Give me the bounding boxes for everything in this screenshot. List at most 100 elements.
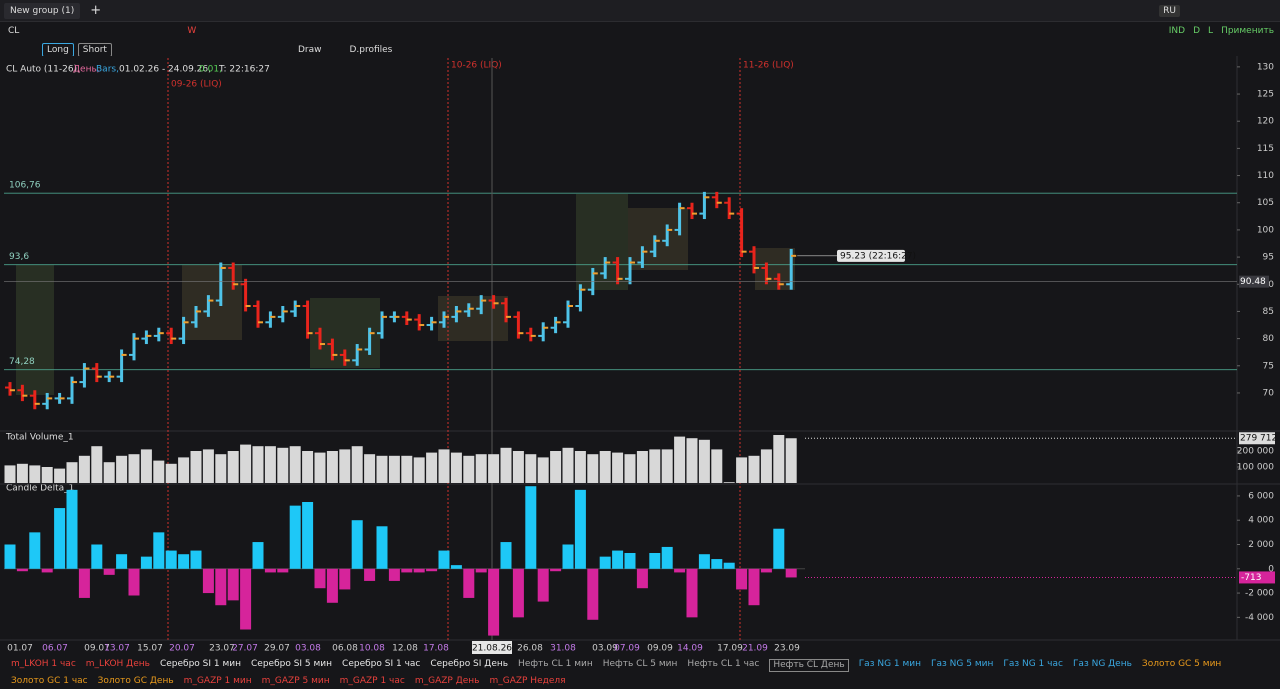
x-tick-label: 06.08: [332, 644, 358, 654]
x-tick-label: 07.09: [614, 644, 640, 654]
long-button[interactable]: Long: [42, 42, 74, 57]
symbol[interactable]: CL: [8, 26, 20, 36]
volume-bar: [711, 449, 723, 483]
last-price-label: 95.23 (22:16:27): [840, 251, 916, 261]
volume-bar: [116, 455, 128, 483]
delta-bar: [599, 556, 611, 569]
header-period: День,: [73, 65, 100, 75]
volume-bar: [413, 457, 425, 483]
y-tick-label: 115: [1257, 144, 1274, 154]
x-tick-label: 17.08: [423, 644, 449, 654]
x-tick-label: 20.07: [169, 644, 195, 654]
symbol-tab[interactable]: Газ NG 5 мин: [931, 659, 994, 669]
x-tick-label: 17.09: [717, 644, 743, 654]
volume-bar: [612, 452, 624, 483]
symbol-tab[interactable]: Газ NG День: [1072, 659, 1132, 669]
chart-bg: [0, 56, 1280, 656]
delta-last-box: [1239, 571, 1275, 584]
delta-bar: [636, 568, 648, 589]
d[interactable]: D: [1193, 26, 1201, 36]
volume-bar: [227, 451, 239, 483]
volume-bar: [190, 451, 202, 483]
volume-bar: [388, 455, 400, 483]
delta-bar: [4, 544, 16, 569]
delta-bar: [41, 568, 53, 573]
level-label: 93,6: [9, 252, 29, 262]
delta-bar: [525, 486, 537, 569]
symbol-tab[interactable]: Газ NG 1 час: [1003, 659, 1063, 669]
x-tick-label: 23.07: [209, 644, 235, 654]
delta-bar: [674, 568, 686, 573]
delta-bar: [413, 568, 425, 573]
delta-bar: [723, 562, 735, 569]
expiry-label: 10-26 (LIQ): [451, 61, 502, 71]
delta-bar: [289, 505, 301, 569]
delta-bar: [140, 556, 152, 569]
ind[interactable]: IND: [1168, 26, 1186, 36]
delta-bar: [215, 568, 227, 606]
x-tick-label: 15.07: [137, 644, 163, 654]
level-label: 74,28: [9, 357, 35, 367]
symbol-tab[interactable]: m_GAZP Неделя: [489, 676, 566, 686]
symbol-tab[interactable]: m_LKOH 1 час: [11, 659, 76, 669]
volume-bar: [760, 449, 772, 483]
volume-bar: [599, 451, 611, 483]
header-symbol: CL Auto (11-26),: [6, 65, 80, 75]
symbol-tab[interactable]: Золото GC 5 мин: [1141, 659, 1222, 669]
symbol-tab[interactable]: Нефть CL 1 мин: [518, 659, 593, 669]
toolbar: CL W IND D L Применить: [0, 22, 1280, 40]
volume-bar: [723, 482, 735, 483]
delta-bar: [760, 568, 772, 573]
y-tick-label: 100 000: [1237, 463, 1274, 473]
symbol-tab[interactable]: Серебро SI 5 мин: [251, 659, 333, 669]
l[interactable]: L: [1208, 26, 1214, 36]
symbol-tab[interactable]: Серебро SI 1 час: [342, 659, 421, 669]
delta-bar: [314, 568, 326, 589]
delta-bar: [227, 568, 239, 601]
volume-bar: [537, 457, 549, 483]
tab-bar: m_LKOH 1 час m_LKOH День Серебро SI 1 мин С…: [0, 657, 1280, 689]
symbol-tab[interactable]: Нефть CL День: [769, 659, 849, 672]
apply[interactable]: Применить: [1221, 26, 1274, 36]
group-tab[interactable]: New group (1): [4, 2, 81, 19]
volume-last-label: 279 712: [1240, 434, 1277, 444]
volume-bar: [698, 439, 710, 483]
y-tick-label: 85: [1263, 307, 1274, 317]
delta-title: Candle Delta_1: [6, 484, 74, 494]
symbol-tab[interactable]: Нефть CL 1 час: [687, 659, 760, 669]
symbol-tab[interactable]: Золото GC День: [97, 676, 174, 686]
symbol-tab[interactable]: m_LKOH День: [85, 659, 150, 669]
volume-bar: [41, 467, 53, 483]
draw-button[interactable]: Draw: [297, 44, 322, 55]
delta-bar: [401, 568, 413, 573]
profiles-button[interactable]: D.profiles: [349, 44, 393, 55]
symbol-tab[interactable]: Серебро SI День: [430, 659, 509, 669]
lang[interactable]: RU: [1159, 4, 1180, 17]
symbol-tab[interactable]: m_GAZP 1 час: [339, 676, 405, 686]
delta-bar: [748, 568, 760, 606]
short-button[interactable]: Short: [77, 42, 112, 57]
x-tick-label: 09.07: [84, 644, 110, 654]
symbol-tab[interactable]: m_GAZP День: [414, 676, 480, 686]
timeframe[interactable]: W: [187, 26, 197, 36]
volume-bar: [450, 452, 462, 483]
delta-bar: [16, 568, 28, 572]
x-tick-label: 01.07: [7, 644, 33, 654]
symbol-tab[interactable]: Золото GC 1 час: [11, 676, 88, 686]
symbol-tab[interactable]: m_GAZP 5 мин: [261, 676, 330, 686]
delta-bar: [500, 542, 512, 569]
add-tab[interactable]: +: [90, 3, 102, 18]
symbol-tab[interactable]: Нефть CL 5 мин: [602, 659, 678, 669]
delta-bar: [512, 568, 524, 618]
symbol-tab[interactable]: Серебро SI 1 мин: [159, 659, 241, 669]
symbol-tab[interactable]: m_GAZP 1 мин: [183, 676, 252, 686]
x-tick-label: 12.08: [392, 644, 418, 654]
volume-bar: [364, 454, 376, 483]
y-tick-label: 0: [1268, 564, 1274, 574]
volume-bar: [525, 454, 537, 483]
x-tick-label: 06.07: [42, 644, 68, 654]
symbol-tab[interactable]: Газ NG 1 мин: [858, 659, 922, 669]
volume-last-box: [1239, 432, 1275, 445]
x-tick-label: 14.09: [677, 644, 703, 654]
